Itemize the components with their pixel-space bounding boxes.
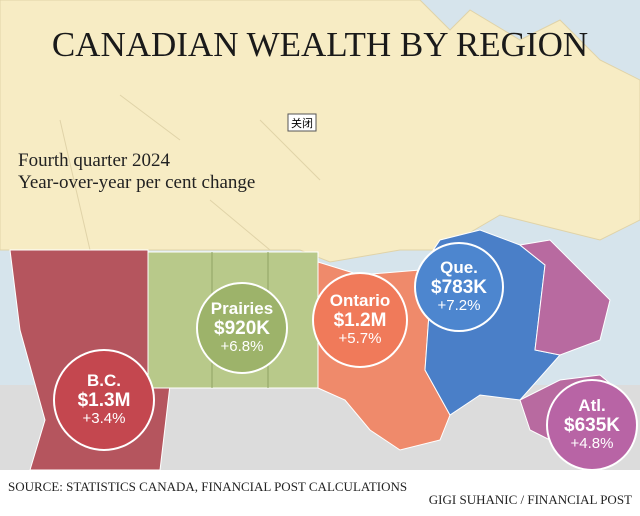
- region-value: $1.3M: [78, 390, 131, 411]
- region-change: +4.8%: [571, 435, 614, 452]
- region-change: +6.8%: [221, 338, 264, 355]
- region-change: +5.7%: [339, 330, 382, 347]
- region-value: $920K: [214, 318, 270, 339]
- territory-borders: [59, 94, 321, 251]
- region-change: +7.2%: [438, 297, 481, 314]
- bubbles: B.C.$1.3M+3.4%Prairies$920K+6.8%Ontario$…: [53, 242, 638, 471]
- region-name: Que.: [440, 258, 478, 277]
- region-value: $783K: [431, 277, 487, 298]
- close-button-box[interactable]: [287, 113, 317, 132]
- region-bubble: [414, 242, 504, 332]
- subtitle: Year-over-year per cent change: [18, 172, 255, 193]
- region-change: +3.4%: [83, 410, 126, 427]
- subtitle: Fourth quarter 2024: [18, 150, 170, 171]
- region-bubble: [196, 282, 288, 374]
- title: CANADIAN WEALTH BY REGION: [52, 25, 588, 64]
- region-bubble: [312, 272, 408, 368]
- region-name: Atl.: [578, 396, 605, 415]
- source: SOURCE: STATISTICS CANADA, FINANCIAL POS…: [8, 479, 407, 494]
- footer-bg: [0, 470, 640, 516]
- region-name: B.C.: [87, 371, 121, 390]
- region-name: Prairies: [211, 299, 273, 318]
- northern-land: [0, 0, 640, 263]
- region-name: Ontario: [330, 291, 390, 310]
- region-value: $1.2M: [334, 310, 387, 331]
- region-bubble: [53, 349, 155, 451]
- close-button[interactable]: 关闭: [291, 116, 313, 130]
- credit: GIGI SUHANIC / FINANCIAL POST: [429, 492, 632, 507]
- region-value: $635K: [564, 415, 620, 436]
